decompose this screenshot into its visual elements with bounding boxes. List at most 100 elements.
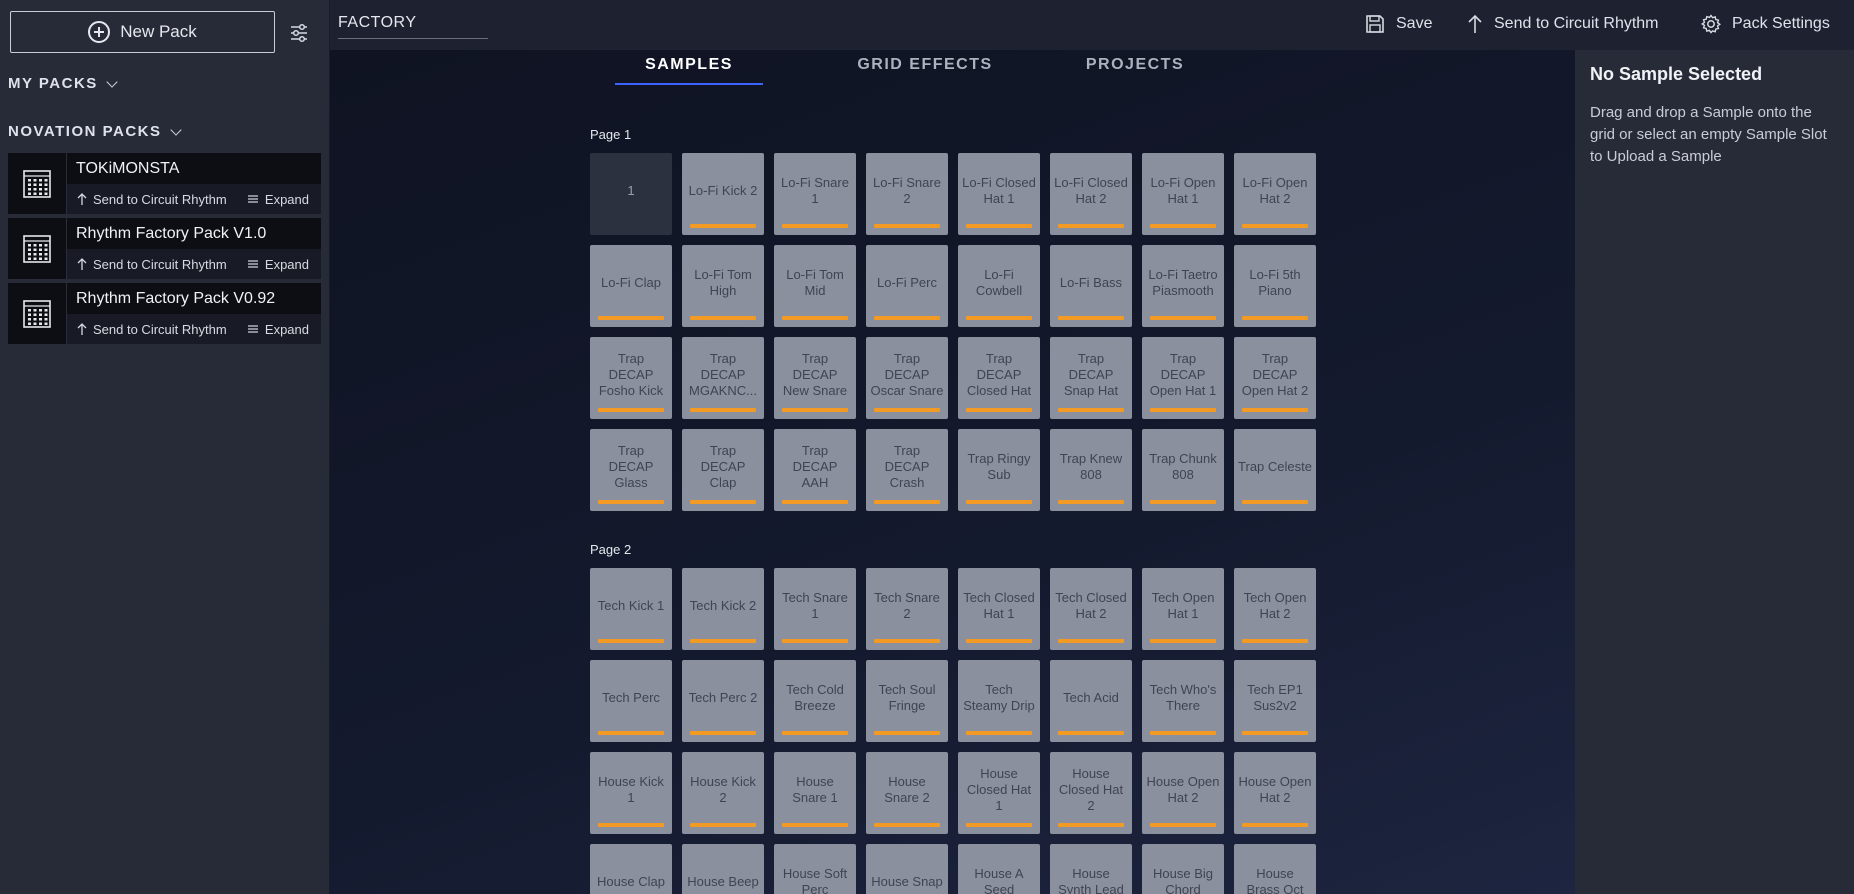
sample-pad[interactable]: Lo-Fi Kick 2 xyxy=(682,153,764,235)
sample-pad[interactable]: Lo-Fi Bass xyxy=(1050,245,1132,327)
sample-pad[interactable]: House Big Chord xyxy=(1142,844,1224,894)
sample-pad[interactable]: Trap Chunk 808 xyxy=(1142,429,1224,511)
sample-pad[interactable]: Trap DECAP Closed Hat xyxy=(958,337,1040,419)
sample-pad[interactable]: Tech Open Hat 2 xyxy=(1234,568,1316,650)
chevron-down-icon xyxy=(169,123,182,136)
sample-pad[interactable]: Trap DECAP Crash xyxy=(866,429,948,511)
sample-pad[interactable]: Lo-Fi Perc xyxy=(866,245,948,327)
sample-loaded-bar xyxy=(782,408,848,412)
sample-pad[interactable]: Tech Soul Fringe xyxy=(866,660,948,742)
sample-pad[interactable]: Tech Steamy Drip xyxy=(958,660,1040,742)
pack-send-button[interactable]: Send to Circuit Rhythm xyxy=(77,322,227,337)
sample-pad[interactable]: House Brass Oct xyxy=(1234,844,1316,894)
sample-pad[interactable]: Tech Closed Hat 1 xyxy=(958,568,1040,650)
sample-pad-label: Tech Cold Breeze xyxy=(786,682,844,713)
sample-pad[interactable]: House Snare 2 xyxy=(866,752,948,834)
sample-pad-label: Tech Who's There xyxy=(1149,682,1217,713)
sample-pad[interactable]: Lo-Fi Open Hat 1 xyxy=(1142,153,1224,235)
pack-card[interactable]: Rhythm Factory Pack V1.0 Send to Circuit … xyxy=(8,218,321,279)
sample-pad[interactable]: Trap DECAP MGAKNC... xyxy=(682,337,764,419)
new-pack-button[interactable]: New Pack xyxy=(10,11,275,53)
sample-pad-label: Trap DECAP Closed Hat xyxy=(966,351,1032,398)
arrow-up-icon xyxy=(1468,14,1482,33)
sample-pad[interactable]: Lo-Fi Tom Mid xyxy=(774,245,856,327)
sample-pad-label: Trap DECAP Clap xyxy=(700,443,746,490)
sample-pad[interactable]: Tech Open Hat 1 xyxy=(1142,568,1224,650)
pack-card[interactable]: TOKiMONSTA Send to Circuit Rhythm Expand xyxy=(8,153,321,214)
sample-loaded-bar xyxy=(966,500,1032,504)
sample-pad[interactable]: Lo-Fi Tom High xyxy=(682,245,764,327)
sample-pad[interactable]: Lo-Fi Snare 2 xyxy=(866,153,948,235)
sample-pad[interactable]: Trap DECAP Fosho Kick xyxy=(590,337,672,419)
sample-pad[interactable]: Tech Perc xyxy=(590,660,672,742)
sample-pad[interactable]: House Snare 1 xyxy=(774,752,856,834)
sample-pad[interactable]: Lo-Fi Clap xyxy=(590,245,672,327)
sample-pad[interactable]: Tech Kick 2 xyxy=(682,568,764,650)
filter-settings-button[interactable] xyxy=(286,20,312,46)
my-packs-header[interactable]: MY PACKS xyxy=(8,75,118,92)
sample-pad[interactable]: Tech Closed Hat 2 xyxy=(1050,568,1132,650)
sample-pad[interactable]: Trap DECAP Oscar Snare xyxy=(866,337,948,419)
sample-pad[interactable]: Tech Kick 1 xyxy=(590,568,672,650)
sample-pad[interactable]: Trap DECAP New Snare xyxy=(774,337,856,419)
sample-pad[interactable]: House Closed Hat 1 xyxy=(958,752,1040,834)
sample-pad[interactable]: Trap Celeste xyxy=(1234,429,1316,511)
sample-pad[interactable]: Tech Acid xyxy=(1050,660,1132,742)
sample-pad[interactable]: House Beep xyxy=(682,844,764,894)
sample-pad[interactable]: Lo-Fi Taetro Piasmooth xyxy=(1142,245,1224,327)
sample-pad[interactable]: Trap Knew 808 xyxy=(1050,429,1132,511)
novation-packs-header[interactable]: NOVATION PACKS xyxy=(8,123,182,140)
sample-pad[interactable]: Trap DECAP Snap Hat xyxy=(1050,337,1132,419)
sample-pad[interactable]: Trap DECAP AAH xyxy=(774,429,856,511)
sample-pad[interactable]: Tech Perc 2 xyxy=(682,660,764,742)
pack-expand-button[interactable]: Expand xyxy=(247,257,309,272)
sample-pad[interactable]: House Open Hat 2 xyxy=(1142,752,1224,834)
tab-grid-effects[interactable]: GRID EFFECTS xyxy=(857,56,993,73)
pack-expand-button[interactable]: Expand xyxy=(247,322,309,337)
sample-pad[interactable]: Lo-Fi 5th Piano xyxy=(1234,245,1316,327)
sample-pad[interactable]: Trap DECAP Clap xyxy=(682,429,764,511)
sample-pad[interactable]: Lo-Fi Snare 1 xyxy=(774,153,856,235)
sample-pad[interactable]: Tech Snare 1 xyxy=(774,568,856,650)
pack-settings-button[interactable]: Pack Settings xyxy=(1700,13,1830,35)
tab-projects[interactable]: PROJECTS xyxy=(1085,56,1185,73)
sample-pad[interactable]: House Kick 2 xyxy=(682,752,764,834)
page-label: Page 1 xyxy=(590,127,632,142)
sample-pad[interactable]: Tech Cold Breeze xyxy=(774,660,856,742)
sample-pad[interactable]: Tech EP1 Sus2v2 xyxy=(1234,660,1316,742)
gear-icon xyxy=(1700,14,1721,34)
sample-pad[interactable]: Tech Who's There xyxy=(1142,660,1224,742)
sample-pad[interactable]: House Open Hat 2 xyxy=(1234,752,1316,834)
sample-pad[interactable]: Lo-Fi Closed Hat 1 xyxy=(958,153,1040,235)
sample-pad[interactable]: House Snap xyxy=(866,844,948,894)
sample-pad[interactable]: Trap DECAP Open Hat 1 xyxy=(1142,337,1224,419)
sample-loaded-bar xyxy=(874,408,940,412)
sample-pad[interactable]: House Clap xyxy=(590,844,672,894)
sample-pad[interactable]: Tech Snare 2 xyxy=(866,568,948,650)
sample-pad[interactable]: Trap DECAP Glass xyxy=(590,429,672,511)
tab-samples[interactable]: SAMPLES xyxy=(645,56,733,73)
send-to-circuit-rhythm-button[interactable]: Send to Circuit Rhythm xyxy=(1466,13,1659,35)
sample-loaded-bar xyxy=(874,500,940,504)
pack-title-field[interactable]: FACTORY xyxy=(338,14,488,39)
sample-pad[interactable]: Lo-Fi Cowbell xyxy=(958,245,1040,327)
sample-pad[interactable]: Trap DECAP Open Hat 2 xyxy=(1234,337,1316,419)
sample-pad[interactable]: House A Seed xyxy=(958,844,1040,894)
sample-pad[interactable]: Lo-Fi Open Hat 2 xyxy=(1234,153,1316,235)
sample-pad[interactable]: Lo-Fi Closed Hat 2 xyxy=(1050,153,1132,235)
pack-grid-icon xyxy=(23,169,51,198)
sample-pad[interactable]: Trap Ringy Sub xyxy=(958,429,1040,511)
sample-pad-label: House Closed Hat 2 xyxy=(1058,766,1124,813)
save-button[interactable]: Save xyxy=(1364,13,1432,35)
sample-pad[interactable]: House Closed Hat 2 xyxy=(1050,752,1132,834)
sample-pad[interactable]: House Synth Lead xyxy=(1050,844,1132,894)
sample-pad-label: Trap DECAP MGAKNC... xyxy=(689,351,757,398)
pack-card[interactable]: Rhythm Factory Pack V0.92 Send to Circuit… xyxy=(8,283,321,344)
pack-send-button[interactable]: Send to Circuit Rhythm xyxy=(77,257,227,272)
pack-send-button[interactable]: Send to Circuit Rhythm xyxy=(77,192,227,207)
sample-loaded-bar xyxy=(1242,316,1308,320)
sample-pad[interactable]: House Soft Perc xyxy=(774,844,856,894)
pack-expand-button[interactable]: Expand xyxy=(247,192,309,207)
empty-sample-slot[interactable]: 1 xyxy=(590,153,672,235)
sample-pad[interactable]: House Kick 1 xyxy=(590,752,672,834)
